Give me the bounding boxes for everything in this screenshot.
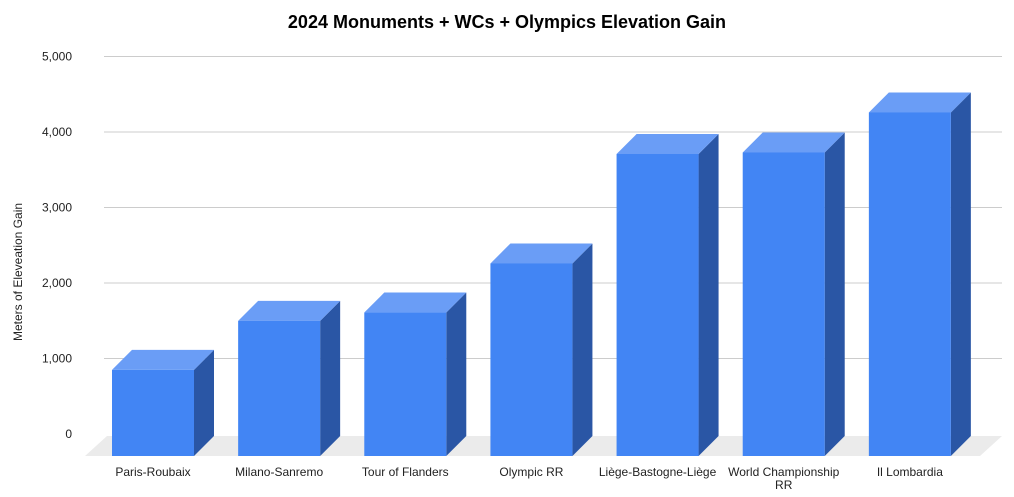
bar-top-face [490, 243, 593, 264]
y-axis-ticks: 0 1,000 2,000 3,000 4,000 5,000 [42, 50, 72, 442]
bar-side-face [698, 134, 719, 456]
bar-side-face [320, 300, 341, 456]
x-tick-label: Liège-Bastogne-Liège [599, 465, 717, 479]
y-axis-label: Meters of Eleveation Gain [11, 203, 25, 341]
x-tick-label: Paris-Roubaix [115, 465, 190, 479]
x-tick-label: Il Lombardia [877, 465, 943, 479]
bar-front-face [616, 154, 699, 456]
x-tick-label: Olympic RR [499, 465, 563, 479]
bar [868, 92, 971, 456]
bar-side-face [446, 292, 467, 456]
x-tick-label: Tour of Flanders [362, 465, 449, 479]
bar-front-face [742, 152, 825, 457]
bar-top-face [364, 292, 467, 313]
y-tick-label: 4,000 [42, 125, 72, 139]
x-tick-label: World Championship RR [728, 465, 839, 492]
x-axis-labels: Paris-Roubaix Milano-Sanremo Tour of Fland… [115, 465, 943, 492]
y-tick-label: 2,000 [42, 276, 72, 290]
y-tick-label: 3,000 [42, 201, 72, 215]
bar [490, 243, 593, 456]
bar-side-face [824, 132, 845, 457]
bar-front-face [364, 312, 447, 456]
bar [364, 292, 467, 456]
bar-side-face [194, 349, 214, 456]
bar-top-face [112, 349, 214, 370]
bar-front-face [112, 369, 194, 456]
bar [238, 300, 341, 456]
bar-front-face [238, 320, 321, 456]
bar [616, 134, 719, 456]
bars [112, 92, 971, 457]
bar-side-face [572, 243, 593, 456]
y-tick-label: 5,000 [42, 50, 72, 64]
bar-top-face [238, 300, 341, 321]
bar-top-face [616, 134, 719, 154]
bar [742, 132, 845, 457]
x-tick-label: Milano-Sanremo [235, 465, 323, 479]
y-tick-label: 0 [65, 427, 72, 441]
bar-front-face [490, 263, 573, 456]
bar-side-face [950, 92, 971, 456]
bar-front-face [868, 112, 951, 456]
y-tick-label: 1,000 [42, 352, 72, 366]
bar-top-face [742, 132, 845, 153]
bar-top-face [868, 92, 971, 113]
chart-title: 2024 Monuments + WCs + Olympics Elevatio… [288, 12, 726, 32]
bar [112, 349, 214, 456]
